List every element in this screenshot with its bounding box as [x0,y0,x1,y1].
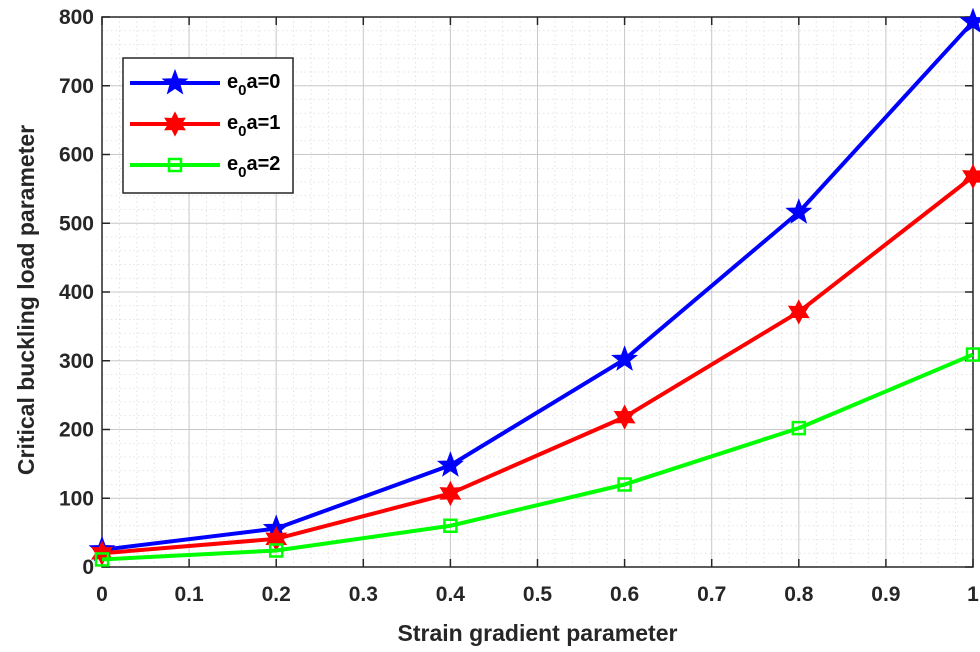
data-point [785,198,813,224]
y-axis-label: Critical buckling load parameter [13,125,39,475]
series-2 [91,163,980,566]
y-tick-label: 0 [82,556,94,579]
x-axis-label: Strain gradient parameter [398,620,678,646]
y-tick-label: 400 [59,281,94,304]
y-tick-label: 200 [59,419,94,442]
x-tick-label: 1 [967,583,979,606]
data-point [611,345,639,371]
series-3 [94,347,980,567]
series-layer [88,7,980,567]
y-tick-label: 800 [59,6,94,29]
y-tick-label: 300 [59,350,94,373]
data-point [94,552,110,567]
x-tick-label: 0.2 [262,583,291,606]
x-tick-label: 0.6 [610,583,639,606]
data-point [791,420,807,436]
x-tick-label: 0 [96,583,108,606]
legend-item: e0a=1 [130,111,280,140]
legend: e0a=0 e0a=1 e0a=2 [122,57,294,194]
legend-marker [164,111,186,137]
y-tick-label: 100 [59,487,94,510]
data-point [613,404,636,430]
x-tick-label: 0.8 [784,583,814,606]
x-tick-label: 0.1 [174,583,204,606]
data-point [617,477,632,492]
x-tick-label: 0.9 [871,583,900,606]
legend-label: e0a=2 [227,153,280,181]
series-line [101,352,974,562]
data-point [436,451,464,477]
x-tick-label: 0.3 [349,583,378,606]
x-axis-ticks: 0 0.1 0.2 0.3 0.4 0.5 0.6 0.7 0.8 0.9 1 [96,17,979,606]
series-line [101,20,975,552]
data-point [439,480,462,507]
data-point [787,299,810,325]
data-point [962,163,980,190]
y-tick-label: 600 [59,144,94,167]
legend-item: e0a=0 [130,68,280,99]
data-point [268,543,284,558]
data-point [965,347,980,362]
y-tick-label: 700 [59,75,94,98]
legend-marker [167,157,183,173]
legend-marker [161,68,189,95]
data-point [959,7,980,34]
x-tick-label: 0.7 [697,583,726,606]
data-point [443,518,458,533]
legend-label: e0a=1 [227,112,280,140]
legend-label: e0a=0 [227,71,280,99]
x-tick-label: 0.5 [523,583,553,606]
series-line [101,174,975,556]
y-axis-ticks: 0 100 200 300 400 500 600 700 800 [59,6,973,579]
legend-item: e0a=2 [130,153,280,181]
y-tick-label: 500 [59,212,94,235]
x-tick-label: 0.4 [436,583,466,606]
